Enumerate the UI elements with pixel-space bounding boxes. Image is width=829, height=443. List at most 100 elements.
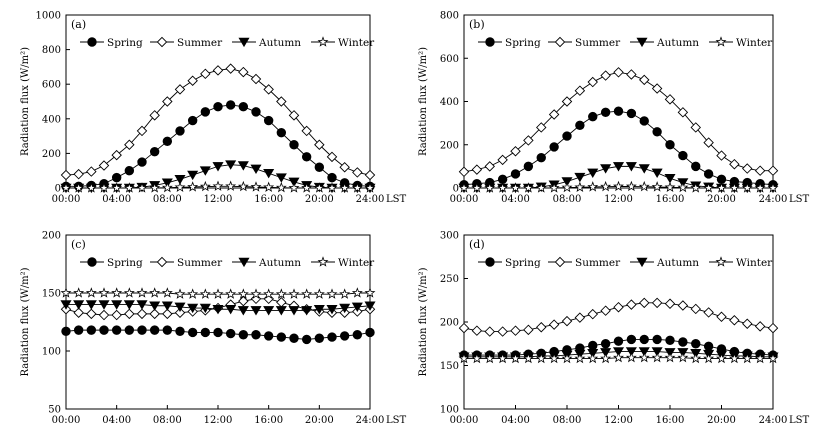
- x-tick-label: 08:00: [553, 194, 582, 205]
- data-point-autumn: [339, 303, 351, 314]
- legend-label-autumn: Autumn: [258, 257, 301, 269]
- data-point-winter: [161, 181, 173, 193]
- data-point-spring: [276, 332, 287, 342]
- data-point-summer: [111, 149, 122, 161]
- data-point-winter: [522, 182, 534, 193]
- data-point-summer: [326, 151, 338, 163]
- data-point-summer: [497, 326, 508, 337]
- legend-marker-spring: [485, 257, 495, 267]
- data-point-winter: [60, 182, 72, 193]
- legend-label-summer: Summer: [575, 257, 621, 269]
- data-point-winter: [613, 180, 624, 192]
- data-point-spring: [626, 334, 637, 345]
- data-point-summer: [238, 66, 249, 78]
- data-point-spring: [225, 100, 236, 110]
- legend-marker-winter: [317, 36, 329, 47]
- data-point-winter: [716, 352, 727, 364]
- y-tick-label: 100: [440, 405, 459, 416]
- data-point-summer: [600, 305, 611, 316]
- x-axis-label: LST: [386, 415, 406, 426]
- data-point-summer: [263, 84, 274, 95]
- data-point-summer: [162, 96, 173, 107]
- data-point-spring: [536, 153, 546, 163]
- data-point-summer: [98, 309, 110, 321]
- y-tick-label: 200: [42, 231, 61, 242]
- data-point-autumn: [364, 301, 376, 311]
- data-point-autumn: [149, 301, 161, 311]
- data-point-winter: [741, 352, 753, 364]
- chart-panel-2: 0 200 400 600 800 00:00 04:00 08:00 12:00 16:00 20…: [418, 11, 809, 206]
- data-point-spring: [111, 172, 122, 183]
- x-tick-label: 12:00: [604, 415, 633, 426]
- y-tick-label: 800: [440, 11, 459, 22]
- data-point-spring: [678, 337, 688, 347]
- x-tick-label: 24:00: [759, 194, 788, 205]
- legend-marker-autumn: [238, 37, 250, 48]
- data-point-summer: [484, 326, 495, 337]
- data-point-winter: [471, 182, 483, 193]
- data-point-summer: [561, 96, 573, 107]
- data-point-spring: [327, 172, 337, 183]
- data-point-winter: [85, 287, 97, 298]
- x-tick-label: 20:00: [305, 194, 334, 205]
- data-point-winter: [326, 182, 338, 193]
- y-tick-label: 50: [48, 405, 61, 416]
- data-point-spring: [213, 327, 223, 338]
- data-point-winter: [60, 287, 72, 298]
- data-point-spring: [339, 331, 350, 341]
- data-point-summer: [767, 322, 779, 334]
- legend-marker-winter: [715, 36, 727, 47]
- data-point-autumn: [212, 162, 224, 172]
- legend-marker-summer: [156, 36, 168, 48]
- data-point-spring: [137, 325, 147, 335]
- legend-label-winter: Winter: [338, 257, 375, 269]
- data-point-autumn: [664, 173, 676, 184]
- x-tick-label: 12:00: [604, 194, 633, 205]
- data-point-winter: [73, 287, 85, 298]
- data-point-winter: [600, 352, 612, 364]
- data-point-summer: [664, 298, 676, 309]
- data-point-spring: [652, 334, 662, 345]
- data-point-summer: [174, 307, 186, 318]
- data-point-autumn: [625, 162, 637, 172]
- data-point-summer: [339, 162, 350, 173]
- data-point-winter: [111, 287, 123, 298]
- legend-label-spring: Spring: [107, 37, 143, 49]
- x-tick-label: 04:00: [501, 194, 530, 205]
- data-point-summer: [212, 65, 224, 76]
- data-point-summer: [767, 165, 779, 176]
- data-point-summer: [288, 110, 300, 121]
- data-point-spring: [175, 126, 185, 136]
- data-point-summer: [561, 315, 573, 327]
- data-point-winter: [351, 287, 363, 298]
- data-point-autumn: [60, 300, 72, 310]
- x-tick-label: 04:00: [102, 415, 131, 426]
- data-point-spring: [111, 325, 122, 335]
- data-point-summer: [574, 85, 586, 96]
- y-tick-label: 200: [42, 149, 61, 160]
- data-point-winter: [275, 181, 287, 193]
- data-point-winter: [677, 181, 689, 193]
- x-axis-label: LST: [789, 415, 809, 426]
- data-point-autumn: [161, 301, 173, 311]
- data-point-autumn: [237, 306, 249, 316]
- panel-tag: (d): [469, 238, 485, 251]
- data-point-autumn: [250, 164, 262, 175]
- data-point-autumn: [301, 306, 313, 316]
- y-tick-label: 600: [440, 54, 459, 65]
- y-tick-label: 100: [42, 347, 61, 358]
- data-point-autumn: [288, 306, 300, 316]
- y-tick-label: 200: [440, 318, 459, 329]
- data-point-summer: [690, 122, 701, 133]
- data-point-autumn: [263, 168, 275, 179]
- data-point-spring: [263, 115, 274, 126]
- data-point-summer: [587, 76, 598, 88]
- chart-panel-4: 100 150 200 250 300 00:00 04:00 08:00 12:00 16:00…: [418, 231, 809, 427]
- data-point-winter: [199, 288, 211, 299]
- data-point-winter: [339, 288, 351, 299]
- series-line-summer: [65, 68, 371, 176]
- y-tick-label: 150: [440, 361, 459, 372]
- data-point-spring: [639, 116, 649, 126]
- data-point-winter: [123, 182, 135, 193]
- data-point-spring: [251, 330, 261, 340]
